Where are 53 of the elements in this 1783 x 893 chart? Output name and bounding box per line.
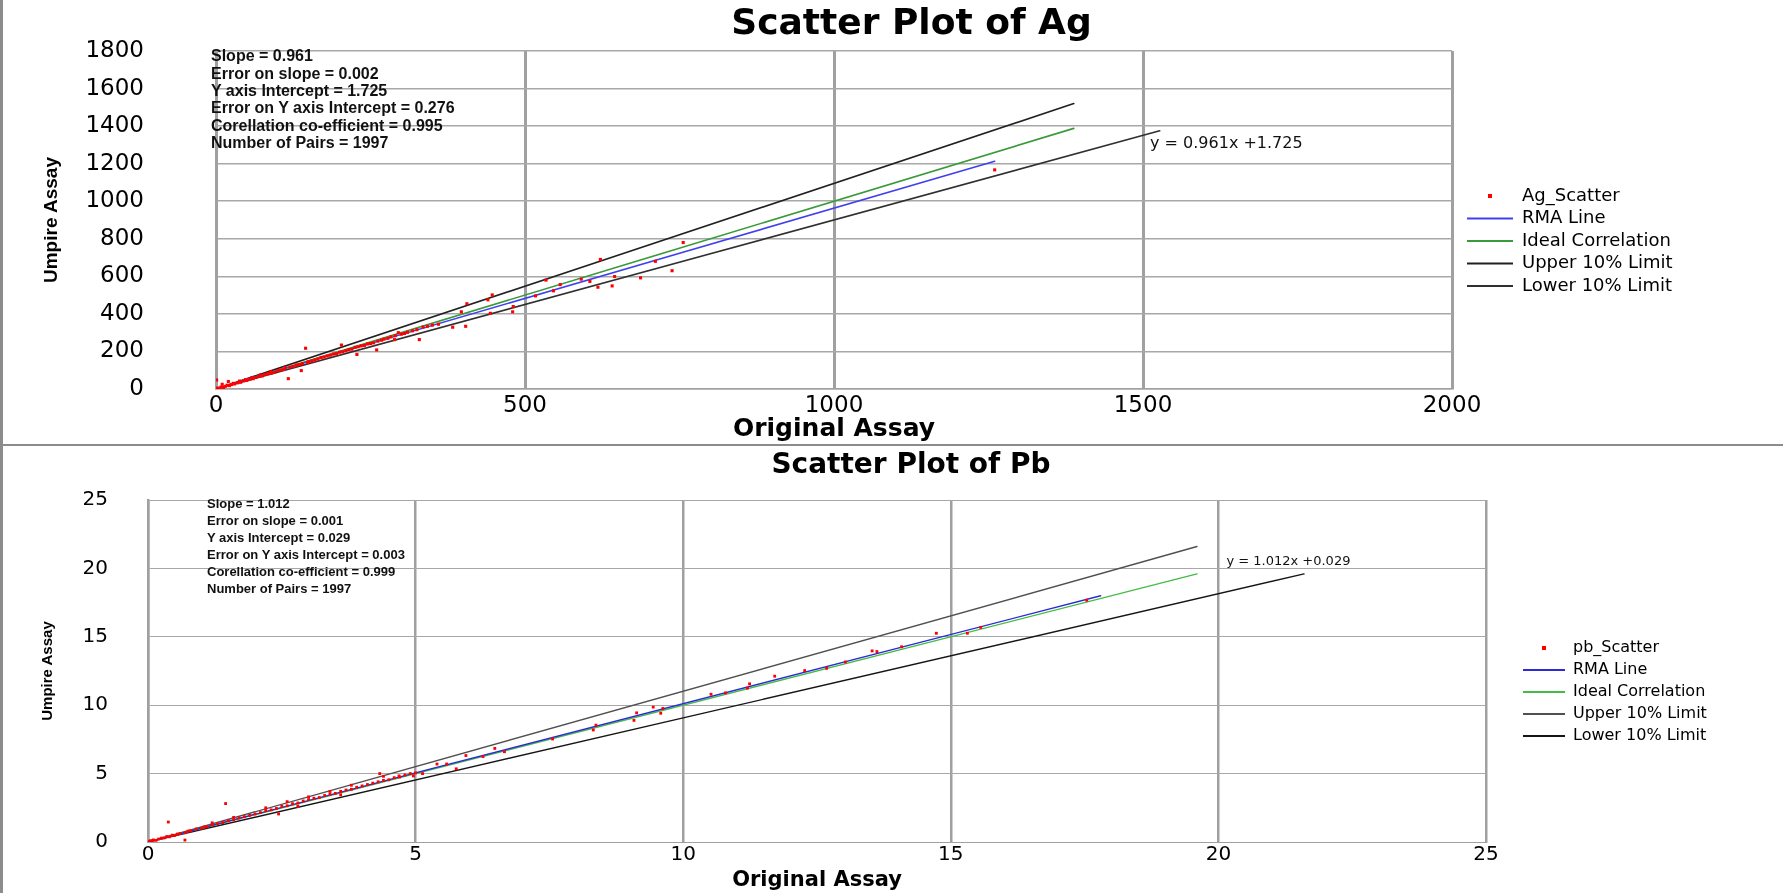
chart-title: Scatter Plot of Pb bbox=[771, 447, 1051, 481]
annotation: y = 0.961x +1.725 bbox=[1150, 133, 1303, 153]
y-tick-label: 15 bbox=[82, 623, 108, 647]
y-tick-label: 200 bbox=[100, 336, 144, 363]
annotation: Slope = 1.012 bbox=[207, 495, 290, 511]
x-tick-label: 25 bbox=[1473, 841, 1499, 866]
y-tick-label: 20 bbox=[82, 554, 108, 579]
legend-label: Lower 10% Limit bbox=[1573, 725, 1707, 745]
y-tick-label: 600 bbox=[100, 261, 144, 288]
annotation: Number of Pairs = 1997 bbox=[207, 580, 352, 596]
legend-label: Ideal Correlation bbox=[1573, 681, 1706, 701]
x-axis-title: Original Assay bbox=[732, 866, 903, 891]
annotation: Slope = 0.961 bbox=[211, 47, 313, 65]
annotation: y = 1.012x +0.029 bbox=[1226, 552, 1351, 568]
y-tick-label: 800 bbox=[100, 223, 144, 250]
x-tick-label: 20 bbox=[1205, 841, 1232, 866]
x-tick-label: 15 bbox=[938, 841, 964, 866]
y-tick-label: 1400 bbox=[85, 111, 144, 138]
legend-label: RMA Line bbox=[1522, 206, 1606, 228]
legend-label: Upper 10% Limit bbox=[1522, 251, 1673, 273]
y-tick-label: 400 bbox=[100, 298, 144, 325]
annotation: Y axis Intercept = 0.029 bbox=[207, 529, 351, 545]
x-tick-label: 10 bbox=[670, 841, 696, 866]
annotation: Number of Pairs = 1997 bbox=[211, 133, 389, 151]
y-tick-label: 5 bbox=[95, 759, 108, 784]
y-tick-label: 1200 bbox=[85, 148, 144, 175]
y-tick-label: 25 bbox=[82, 486, 108, 511]
x-tick-label: 2000 bbox=[1422, 390, 1482, 417]
y-tick-label: 10 bbox=[82, 691, 108, 716]
annotation: Error on Y axis Intercept = 0.003 bbox=[207, 546, 405, 562]
y-tick-label: 1000 bbox=[85, 186, 144, 213]
x-tick-label: 5 bbox=[409, 841, 422, 866]
x-tick-label: 500 bbox=[503, 390, 547, 417]
annotation: Error on slope = 0.002 bbox=[211, 64, 379, 82]
y-tick-label: 1600 bbox=[85, 73, 144, 100]
chart-title: Scatter Plot of Ag bbox=[731, 0, 1092, 42]
y-axis-title: Umpire Assay bbox=[39, 156, 61, 284]
legend-label: Ideal Correlation bbox=[1522, 228, 1671, 250]
y-tick-label: 0 bbox=[129, 373, 144, 400]
annotation: Corellation co-efficient = 0.999 bbox=[207, 563, 396, 579]
annotation: Corellation co-efficient = 0.995 bbox=[211, 116, 443, 134]
x-tick-label: 1500 bbox=[1113, 390, 1173, 417]
y-axis-title: Umpire Assay bbox=[38, 620, 56, 721]
legend-label: Upper 10% Limit bbox=[1573, 703, 1707, 723]
x-tick-label: 0 bbox=[208, 390, 224, 417]
y-tick-label: 1800 bbox=[85, 35, 144, 62]
annotation: Y axis Intercept = 1.725 bbox=[211, 82, 388, 100]
legend-label: Lower 10% Limit bbox=[1522, 273, 1672, 295]
legend-label: RMA Line bbox=[1573, 659, 1648, 679]
legend-label: pb_Scatter bbox=[1573, 637, 1660, 658]
annotation: Error on slope = 0.001 bbox=[207, 512, 344, 528]
legend-label: Ag_Scatter bbox=[1522, 183, 1621, 206]
annotation: Error on Y axis Intercept = 0.276 bbox=[211, 99, 455, 117]
